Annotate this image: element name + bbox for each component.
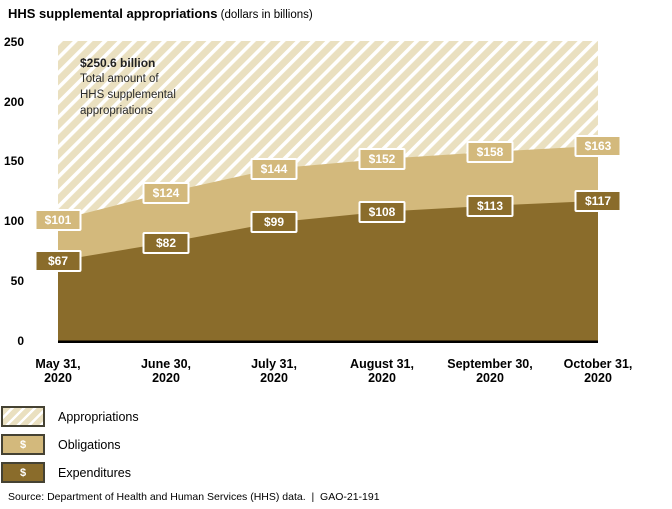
data-label-obligations: $124 bbox=[142, 181, 190, 204]
total-annotation: $250.6 billion Total amount of HHS suppl… bbox=[80, 55, 176, 119]
legend-item-label: Expenditures bbox=[58, 465, 131, 480]
area-chart bbox=[58, 41, 598, 343]
data-label-obligations: $144 bbox=[250, 157, 298, 180]
legend-item-label: Obligations bbox=[58, 437, 121, 452]
source-note: Source: Department of Health and Human S… bbox=[8, 491, 380, 503]
x-axis-label: July 31, 2020 bbox=[251, 357, 297, 385]
legend-item: $ Expenditures bbox=[1, 462, 139, 483]
legend-item: $ Obligations bbox=[1, 434, 139, 455]
total-annotation-headline: $250.6 billion bbox=[80, 56, 156, 70]
dollar-icon: $ bbox=[19, 466, 27, 479]
legend-item: Appropriations bbox=[1, 406, 139, 427]
total-annotation-line: appropriations bbox=[80, 105, 153, 117]
y-tick-label: 100 bbox=[3, 214, 24, 229]
legend-item-label: Appropriations bbox=[58, 409, 139, 424]
data-label-expenditures: $99 bbox=[250, 211, 298, 234]
legend-swatch-appropriations bbox=[1, 406, 45, 427]
data-label-obligations: $101 bbox=[34, 209, 82, 232]
data-label-obligations: $152 bbox=[358, 148, 406, 171]
expenditures-area bbox=[58, 200, 598, 343]
data-label-expenditures: $82 bbox=[142, 231, 190, 254]
x-axis-label: May 31, 2020 bbox=[35, 357, 81, 385]
data-label-obligations: $158 bbox=[466, 140, 514, 163]
legend-swatch-obligations: $ bbox=[1, 434, 45, 455]
data-label-expenditures: $113 bbox=[466, 194, 514, 217]
chart-title-unit: (dollars in billions) bbox=[217, 9, 313, 21]
chart-title-text: HHS supplemental appropriations bbox=[8, 6, 218, 21]
legend: Appropriations $ Obligations $ Expenditures bbox=[1, 406, 139, 483]
x-axis-label: August 31, 2020 bbox=[350, 357, 414, 385]
data-label-expenditures: $67 bbox=[34, 249, 82, 272]
x-axis-label: October 31, 2020 bbox=[563, 357, 633, 385]
y-tick-label: 150 bbox=[3, 154, 24, 169]
x-axis-label: June 30, 2020 bbox=[140, 357, 192, 385]
chart-title: HHS supplemental appropriations (dollars… bbox=[8, 6, 313, 21]
y-tick-label: 250 bbox=[3, 34, 24, 49]
data-label-expenditures: $108 bbox=[358, 200, 406, 223]
x-axis-label: September 30, 2020 bbox=[447, 357, 533, 385]
data-label-expenditures: $117 bbox=[574, 189, 622, 212]
data-label-obligations: $163 bbox=[574, 134, 622, 157]
y-tick-label: 50 bbox=[10, 274, 24, 289]
total-annotation-line: Total amount of bbox=[80, 73, 159, 85]
legend-swatch-expenditures: $ bbox=[1, 462, 45, 483]
total-annotation-line: HHS supplemental bbox=[80, 89, 176, 101]
dollar-icon: $ bbox=[19, 438, 27, 451]
y-tick-label: 0 bbox=[17, 334, 24, 348]
y-tick-label: 200 bbox=[3, 94, 24, 109]
x-axis-line bbox=[58, 340, 598, 343]
